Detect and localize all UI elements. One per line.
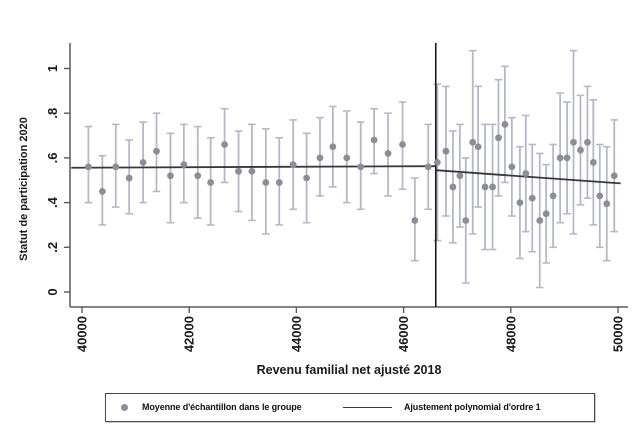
- data-point: [235, 167, 242, 175]
- legend: Moyenne d'échantillon dans le groupe Aju…: [105, 393, 595, 422]
- x-axis-title: Revenu familial net ajusté 2018: [256, 363, 442, 377]
- x-tick-label: 48000: [503, 316, 518, 352]
- data-point: [508, 163, 516, 171]
- x-tick-label: 40000: [75, 316, 90, 352]
- data-point: [275, 179, 283, 186]
- data-point: [194, 172, 202, 180]
- data-point: [589, 158, 597, 166]
- data-point: [303, 174, 310, 182]
- data-point: [329, 143, 337, 151]
- data-point: [207, 179, 215, 186]
- data-point: [570, 138, 577, 146]
- data-point: [596, 192, 604, 200]
- data-point: [577, 146, 584, 154]
- data-point: [357, 163, 365, 171]
- data-point: [442, 147, 450, 155]
- data-point: [139, 158, 147, 166]
- data-point: [481, 183, 489, 191]
- y-tick-label: .6: [45, 152, 60, 163]
- x-tick-label: 50000: [611, 316, 626, 352]
- data-point: [262, 179, 270, 186]
- data-point: [221, 141, 228, 148]
- y-tick-label: 1: [45, 65, 60, 72]
- data-point: [112, 163, 120, 171]
- data-point: [384, 150, 392, 157]
- data-point: [370, 136, 378, 144]
- data-point: [542, 210, 550, 218]
- data-point: [167, 172, 174, 180]
- data-point: [474, 143, 482, 151]
- data-point: [424, 163, 432, 171]
- data-point: [399, 141, 406, 148]
- data-point: [462, 217, 470, 224]
- data-point: [528, 194, 536, 202]
- data-point: [584, 138, 591, 146]
- fit-line-left: [71, 165, 436, 169]
- x-tick-label: 46000: [396, 316, 411, 352]
- y-tick-label: .2: [45, 242, 60, 253]
- y-tick-label: .8: [45, 108, 60, 119]
- data-point: [495, 134, 502, 142]
- data-point: [549, 192, 557, 200]
- data-point: [449, 183, 457, 191]
- legend-label-sample-mean: Moyenne d'échantillon dans le groupe: [142, 401, 302, 412]
- data-point: [343, 154, 351, 162]
- data-point: [456, 172, 464, 180]
- data-point: [316, 154, 324, 162]
- data-point: [501, 120, 509, 128]
- data-point: [469, 138, 477, 146]
- data-point: [125, 174, 133, 182]
- data-point: [516, 199, 524, 207]
- data-point: [289, 161, 297, 169]
- fit-line-right: [435, 169, 621, 185]
- data-point: [180, 161, 188, 169]
- data-point: [153, 147, 160, 155]
- legend-line-marker: [343, 407, 392, 408]
- y-tick-label: .4: [45, 196, 60, 208]
- legend-dot-marker: [121, 404, 128, 411]
- data-point: [411, 217, 419, 224]
- data-point: [556, 154, 564, 162]
- y-axis-title: Statut de participation 2020: [18, 117, 30, 261]
- x-tick-label: 44000: [289, 316, 304, 352]
- data-point: [489, 183, 496, 191]
- x-tick-label: 42000: [182, 316, 197, 352]
- data-point: [563, 154, 571, 162]
- data-point: [603, 200, 611, 208]
- data-point: [433, 158, 441, 166]
- data-point: [85, 163, 92, 171]
- data-point: [536, 217, 544, 224]
- data-point: [248, 167, 256, 175]
- data-point: [610, 172, 618, 180]
- y-tick-label: 0: [45, 288, 60, 295]
- legend-label-polynomial-fit: Ajustement polynomial d'ordre 1: [404, 401, 541, 412]
- data-point: [522, 170, 530, 177]
- data-point: [98, 188, 106, 195]
